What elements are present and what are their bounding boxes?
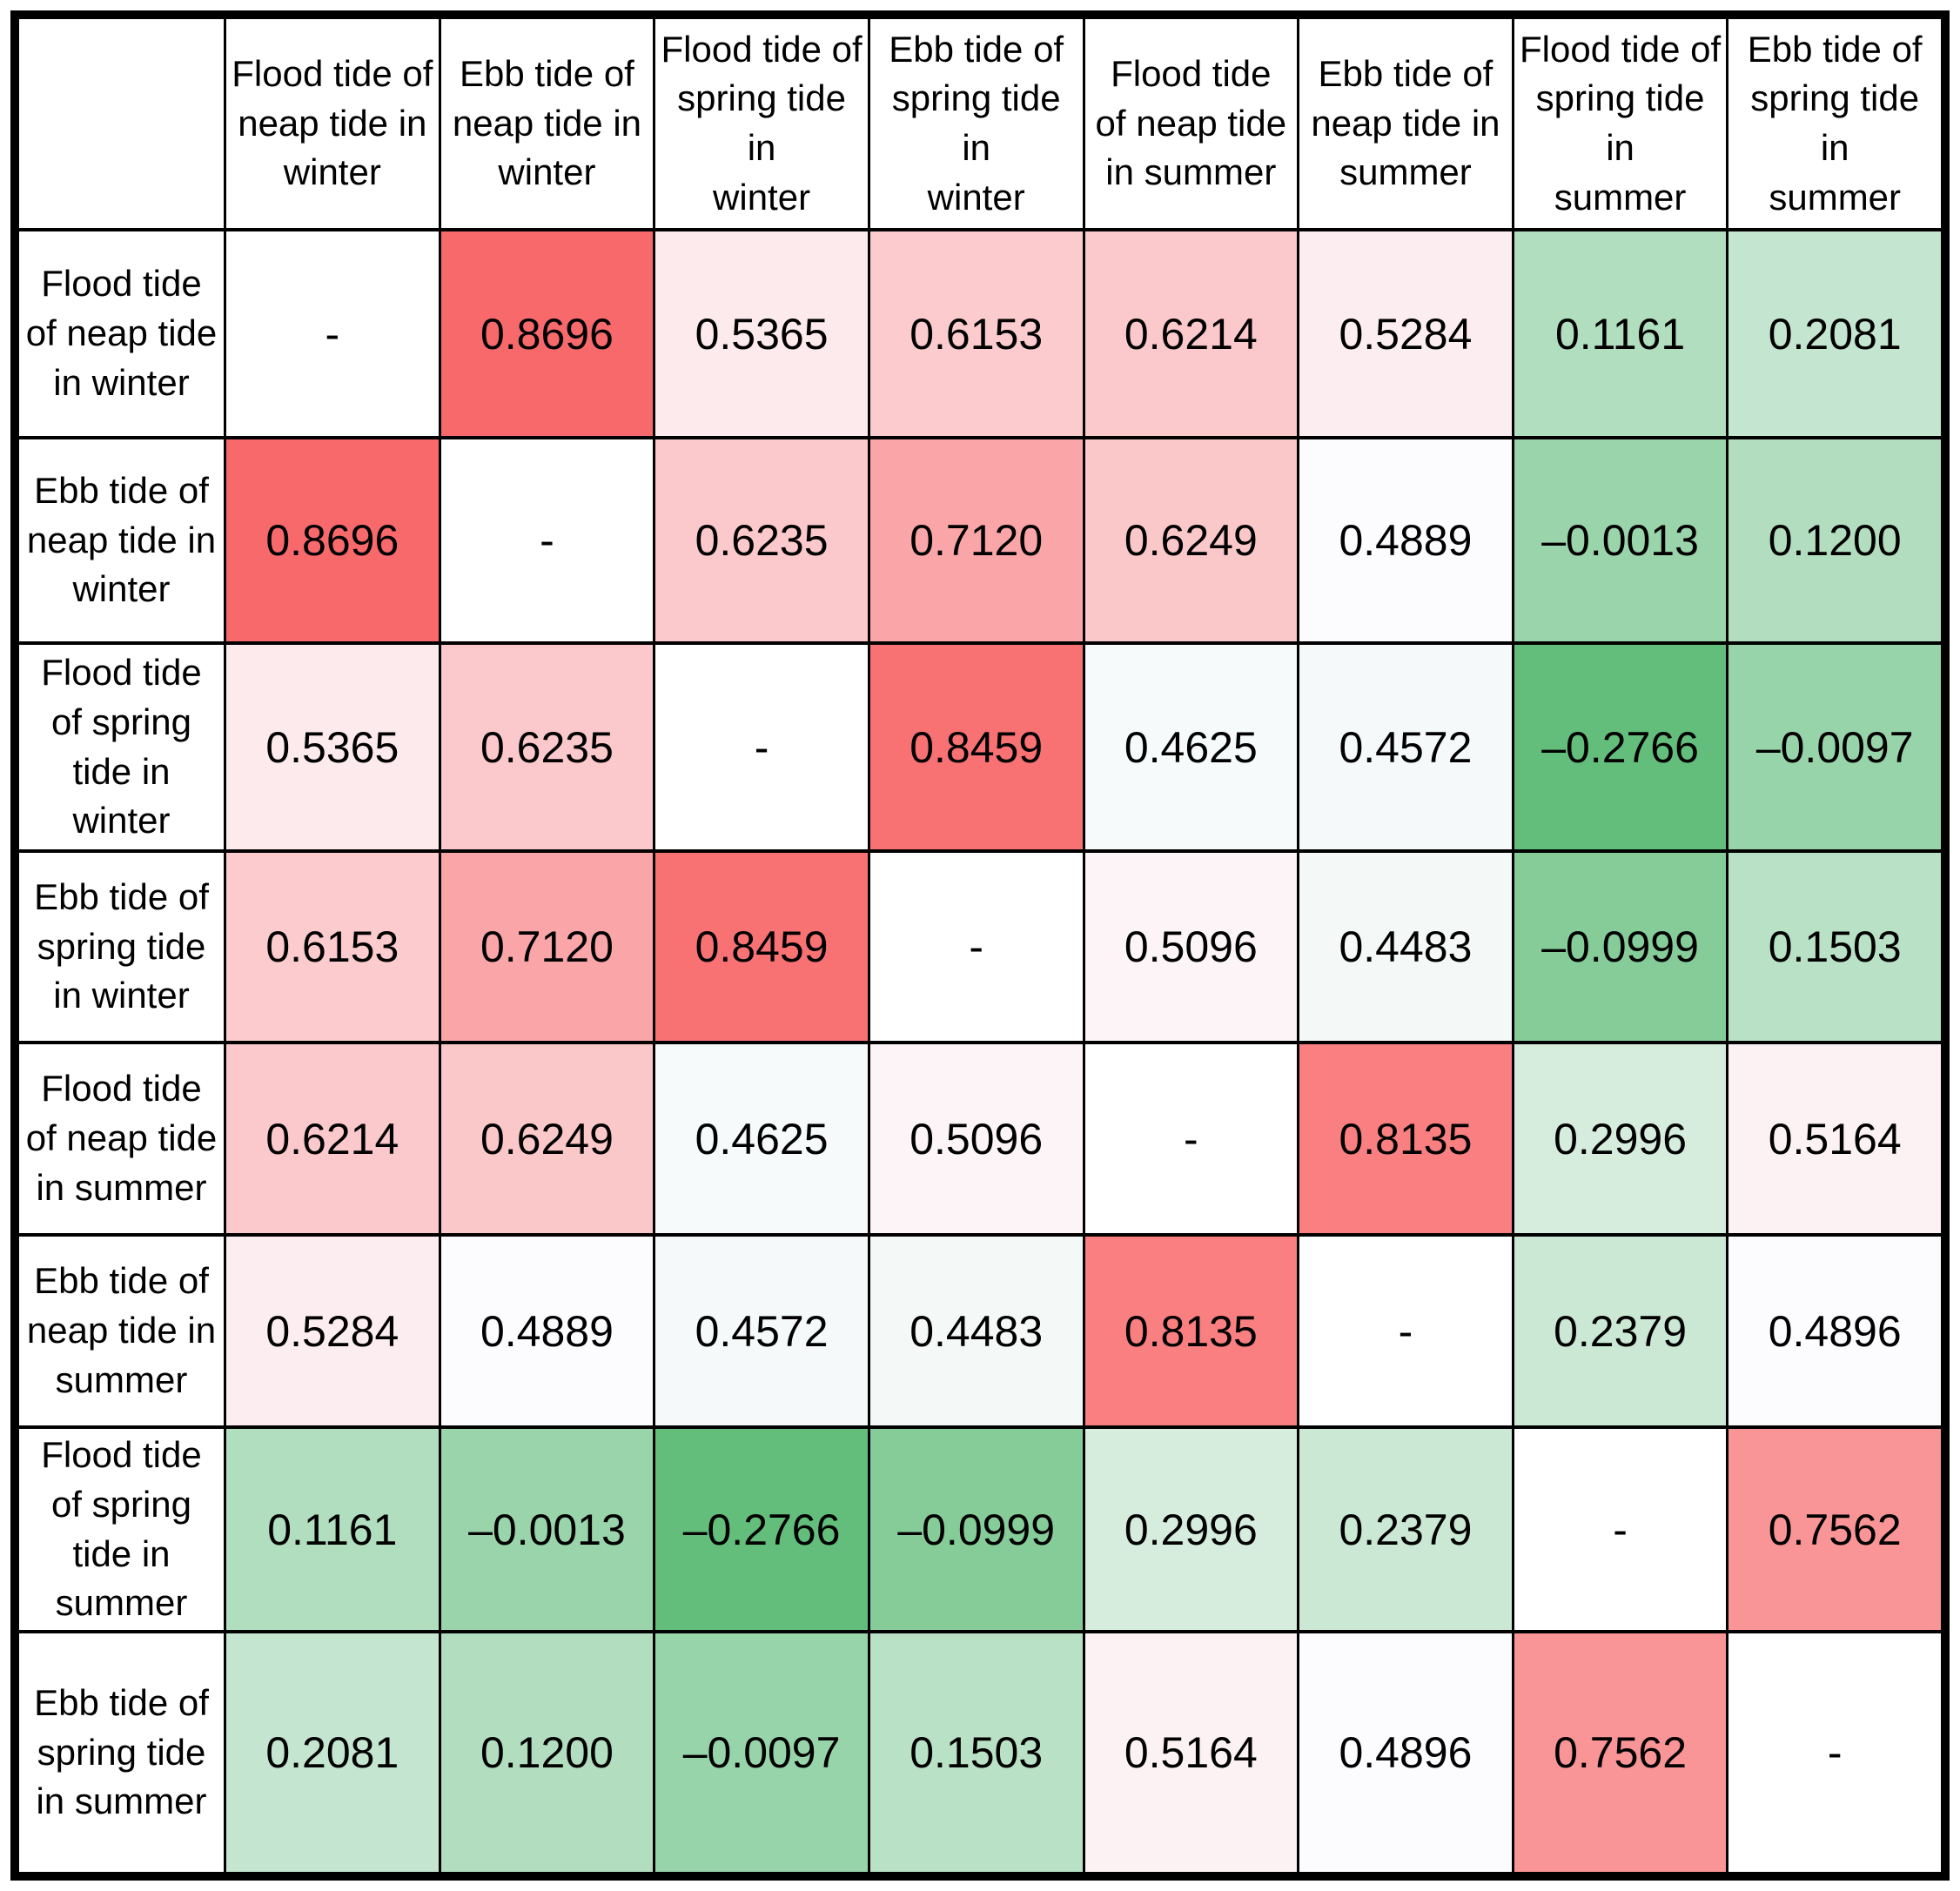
value-cell: 0.4889 xyxy=(438,1233,654,1425)
value-cell: 0.6249 xyxy=(1082,436,1298,641)
diagonal-cell: - xyxy=(1082,1041,1298,1233)
value-cell: 0.2996 xyxy=(1082,1425,1298,1630)
col-header-cell: Ebb tide of neap tide in summer xyxy=(1297,19,1512,228)
diagonal-cell: - xyxy=(653,641,868,849)
value-cell: –0.0999 xyxy=(867,1425,1083,1630)
value-cell: 0.8459 xyxy=(867,641,1083,849)
value-cell: 0.7562 xyxy=(1726,1425,1941,1630)
value-cell: –0.0097 xyxy=(653,1630,868,1872)
value-cell: 0.6214 xyxy=(1082,228,1298,436)
col-header-cell: Ebb tide of spring tide in winter xyxy=(867,19,1083,228)
value-cell: 0.1161 xyxy=(1511,228,1727,436)
value-cell: –0.0013 xyxy=(1511,436,1727,641)
value-cell: 0.2081 xyxy=(1726,228,1941,436)
col-header-cell: Flood tide of spring tide in winter xyxy=(653,19,868,228)
value-cell: 0.6249 xyxy=(438,1041,654,1233)
value-cell: 0.2379 xyxy=(1297,1425,1512,1630)
row-header-cell: Ebb tide of spring tide in winter xyxy=(19,849,224,1041)
diagonal-cell: - xyxy=(867,849,1083,1041)
value-cell: 0.8696 xyxy=(438,228,654,436)
value-cell: 0.4896 xyxy=(1726,1233,1941,1425)
diagonal-cell: - xyxy=(1511,1425,1727,1630)
col-header-cell: Flood tide of neap tide in winter xyxy=(224,19,439,228)
value-cell: 0.6153 xyxy=(867,228,1083,436)
value-cell: 0.6214 xyxy=(224,1041,439,1233)
value-cell: 0.6235 xyxy=(653,436,868,641)
col-header-cell: Ebb tide of spring tide in summer xyxy=(1726,19,1941,228)
value-cell: 0.5096 xyxy=(867,1041,1083,1233)
col-header-cell: Flood tide of neap tide in summer xyxy=(1082,19,1298,228)
diagonal-cell: - xyxy=(224,228,439,436)
col-header-cell: Flood tide of spring tide in summer xyxy=(1511,19,1727,228)
value-cell: 0.4572 xyxy=(1297,641,1512,849)
value-cell: 0.8135 xyxy=(1082,1233,1298,1425)
row-header-cell: Ebb tide of neap tide in summer xyxy=(19,1233,224,1425)
value-cell: 0.4483 xyxy=(867,1233,1083,1425)
value-cell: 0.5365 xyxy=(224,641,439,849)
value-cell: 0.2996 xyxy=(1511,1041,1727,1233)
value-cell: 0.2379 xyxy=(1511,1233,1727,1425)
col-header-cell: Ebb tide of neap tide in winter xyxy=(438,19,654,228)
value-cell: 0.4483 xyxy=(1297,849,1512,1041)
diagonal-cell: - xyxy=(1297,1233,1512,1425)
value-cell: 0.5164 xyxy=(1726,1041,1941,1233)
value-cell: 0.5096 xyxy=(1082,849,1298,1041)
value-cell: 0.4889 xyxy=(1297,436,1512,641)
row-header-cell: Flood tide of spring tide in summer xyxy=(19,1425,224,1630)
value-cell: –0.0013 xyxy=(438,1425,654,1630)
diagonal-cell: - xyxy=(1726,1630,1941,1872)
value-cell: 0.1503 xyxy=(1726,849,1941,1041)
value-cell: 0.1200 xyxy=(438,1630,654,1872)
row-header-cell: Ebb tide of spring tide in summer xyxy=(19,1630,224,1872)
value-cell: 0.6235 xyxy=(438,641,654,849)
value-cell: –0.2766 xyxy=(1511,641,1727,849)
row-header-cell: Flood tide of neap tide in summer xyxy=(19,1041,224,1233)
value-cell: 0.8696 xyxy=(224,436,439,641)
value-cell: 0.4625 xyxy=(1082,641,1298,849)
value-cell: –0.0999 xyxy=(1511,849,1727,1041)
value-cell: 0.8459 xyxy=(653,849,868,1041)
value-cell: 0.1200 xyxy=(1726,436,1941,641)
value-cell: 0.6153 xyxy=(224,849,439,1041)
correlation-table: Flood tide of neap tide in winter Ebb tid… xyxy=(10,10,1950,1881)
value-cell: 0.4572 xyxy=(653,1233,868,1425)
row-header-cell: Ebb tide of neap tide in winter xyxy=(19,436,224,641)
value-cell: 0.2081 xyxy=(224,1630,439,1872)
value-cell: 0.5284 xyxy=(1297,228,1512,436)
value-cell: 0.5284 xyxy=(224,1233,439,1425)
value-cell: 0.1503 xyxy=(867,1630,1083,1872)
value-cell: 0.7120 xyxy=(438,849,654,1041)
value-cell: 0.4625 xyxy=(653,1041,868,1233)
value-cell: 0.7120 xyxy=(867,436,1083,641)
diagonal-cell: - xyxy=(438,436,654,641)
value-cell: –0.2766 xyxy=(653,1425,868,1630)
corner-cell xyxy=(19,19,224,228)
row-header-cell: Flood tide of neap tide in winter xyxy=(19,228,224,436)
value-cell: –0.0097 xyxy=(1726,641,1941,849)
value-cell: 0.5365 xyxy=(653,228,868,436)
value-cell: 0.7562 xyxy=(1511,1630,1727,1872)
value-cell: 0.5164 xyxy=(1082,1630,1298,1872)
value-cell: 0.8135 xyxy=(1297,1041,1512,1233)
value-cell: 0.1161 xyxy=(224,1425,439,1630)
row-header-cell: Flood tide of spring tide in winter xyxy=(19,641,224,849)
value-cell: 0.4896 xyxy=(1297,1630,1512,1872)
